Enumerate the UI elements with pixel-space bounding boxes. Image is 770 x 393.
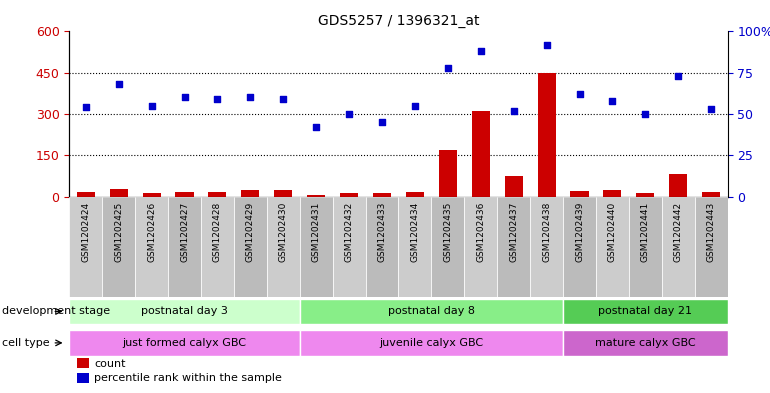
Text: postnatal day 3: postnatal day 3 bbox=[141, 307, 228, 316]
Point bbox=[244, 94, 256, 101]
Bar bbox=[142, 193, 161, 196]
Point bbox=[343, 111, 355, 117]
Bar bbox=[604, 191, 621, 196]
Point bbox=[705, 106, 718, 112]
Bar bbox=[136, 196, 168, 297]
Bar bbox=[234, 196, 267, 297]
Bar bbox=[504, 176, 523, 196]
Bar bbox=[464, 196, 497, 297]
Bar bbox=[537, 73, 556, 196]
Bar bbox=[431, 196, 464, 297]
Bar bbox=[563, 196, 596, 297]
Point bbox=[179, 94, 191, 101]
Bar bbox=[267, 196, 300, 297]
Text: juvenile calyx GBC: juvenile calyx GBC bbox=[380, 338, 484, 348]
Text: postnatal day 8: postnatal day 8 bbox=[388, 307, 475, 316]
Bar bbox=[636, 193, 654, 196]
Point bbox=[672, 73, 685, 79]
Text: GSM1202439: GSM1202439 bbox=[575, 202, 584, 262]
Bar bbox=[340, 193, 358, 196]
Point bbox=[507, 108, 520, 114]
Text: GSM1202426: GSM1202426 bbox=[147, 202, 156, 262]
Bar bbox=[333, 196, 366, 297]
Bar bbox=[497, 196, 531, 297]
Bar bbox=[563, 330, 728, 356]
Point bbox=[277, 96, 290, 102]
Text: GSM1202435: GSM1202435 bbox=[444, 202, 452, 262]
Text: GSM1202434: GSM1202434 bbox=[410, 202, 420, 262]
Bar bbox=[695, 196, 728, 297]
Point bbox=[112, 81, 125, 87]
Bar bbox=[69, 299, 300, 324]
Text: GSM1202429: GSM1202429 bbox=[246, 202, 255, 262]
Bar bbox=[241, 191, 259, 196]
Text: GSM1202428: GSM1202428 bbox=[213, 202, 222, 262]
Text: GSM1202436: GSM1202436 bbox=[477, 202, 485, 262]
Bar bbox=[399, 196, 431, 297]
Text: GSM1202425: GSM1202425 bbox=[114, 202, 123, 262]
Point bbox=[310, 124, 323, 130]
Bar bbox=[596, 196, 629, 297]
Bar bbox=[571, 191, 588, 196]
Point bbox=[146, 103, 158, 109]
Bar bbox=[274, 190, 293, 196]
Text: development stage: development stage bbox=[2, 307, 110, 316]
Point bbox=[639, 111, 651, 117]
Text: just formed calyx GBC: just formed calyx GBC bbox=[122, 338, 246, 348]
Bar bbox=[531, 196, 563, 297]
Text: GSM1202432: GSM1202432 bbox=[345, 202, 353, 262]
Point bbox=[79, 104, 92, 110]
Point bbox=[409, 103, 421, 109]
Bar bbox=[176, 192, 193, 196]
Bar bbox=[563, 299, 728, 324]
Point bbox=[574, 91, 586, 97]
Bar bbox=[300, 299, 563, 324]
Text: GSM1202430: GSM1202430 bbox=[279, 202, 288, 262]
Bar bbox=[366, 196, 399, 297]
Bar bbox=[209, 192, 226, 196]
Bar bbox=[406, 191, 424, 196]
Text: count: count bbox=[94, 358, 126, 369]
Bar bbox=[662, 196, 695, 297]
Text: GSM1202442: GSM1202442 bbox=[674, 202, 683, 262]
Bar bbox=[629, 196, 662, 297]
Bar bbox=[300, 330, 563, 356]
Point bbox=[211, 96, 223, 102]
Bar bbox=[102, 196, 136, 297]
Text: percentile rank within the sample: percentile rank within the sample bbox=[94, 373, 282, 384]
Bar bbox=[669, 174, 688, 196]
Point bbox=[442, 64, 454, 71]
Bar bbox=[201, 196, 234, 297]
Point bbox=[474, 48, 487, 54]
Point bbox=[376, 119, 388, 125]
Bar bbox=[109, 189, 128, 196]
Text: GSM1202440: GSM1202440 bbox=[608, 202, 617, 262]
Bar bbox=[69, 196, 102, 297]
Bar bbox=[373, 193, 391, 196]
Text: cell type: cell type bbox=[2, 338, 50, 348]
Bar bbox=[307, 195, 325, 196]
Bar bbox=[439, 150, 457, 196]
Bar bbox=[472, 111, 490, 196]
Point bbox=[606, 97, 618, 104]
Text: GSM1202437: GSM1202437 bbox=[509, 202, 518, 262]
Text: GSM1202438: GSM1202438 bbox=[542, 202, 551, 262]
Title: GDS5257 / 1396321_at: GDS5257 / 1396321_at bbox=[318, 14, 479, 28]
Bar bbox=[77, 192, 95, 196]
Text: GSM1202441: GSM1202441 bbox=[641, 202, 650, 262]
Text: mature calyx GBC: mature calyx GBC bbox=[595, 338, 695, 348]
Text: GSM1202433: GSM1202433 bbox=[377, 202, 387, 262]
Bar bbox=[69, 330, 300, 356]
Bar bbox=[168, 196, 201, 297]
Text: GSM1202443: GSM1202443 bbox=[707, 202, 715, 262]
Text: GSM1202424: GSM1202424 bbox=[82, 202, 90, 262]
Text: GSM1202431: GSM1202431 bbox=[312, 202, 320, 262]
Bar bbox=[702, 192, 720, 196]
Text: GSM1202427: GSM1202427 bbox=[180, 202, 189, 262]
Text: postnatal day 21: postnatal day 21 bbox=[598, 307, 692, 316]
Bar bbox=[300, 196, 333, 297]
Point bbox=[541, 42, 553, 48]
